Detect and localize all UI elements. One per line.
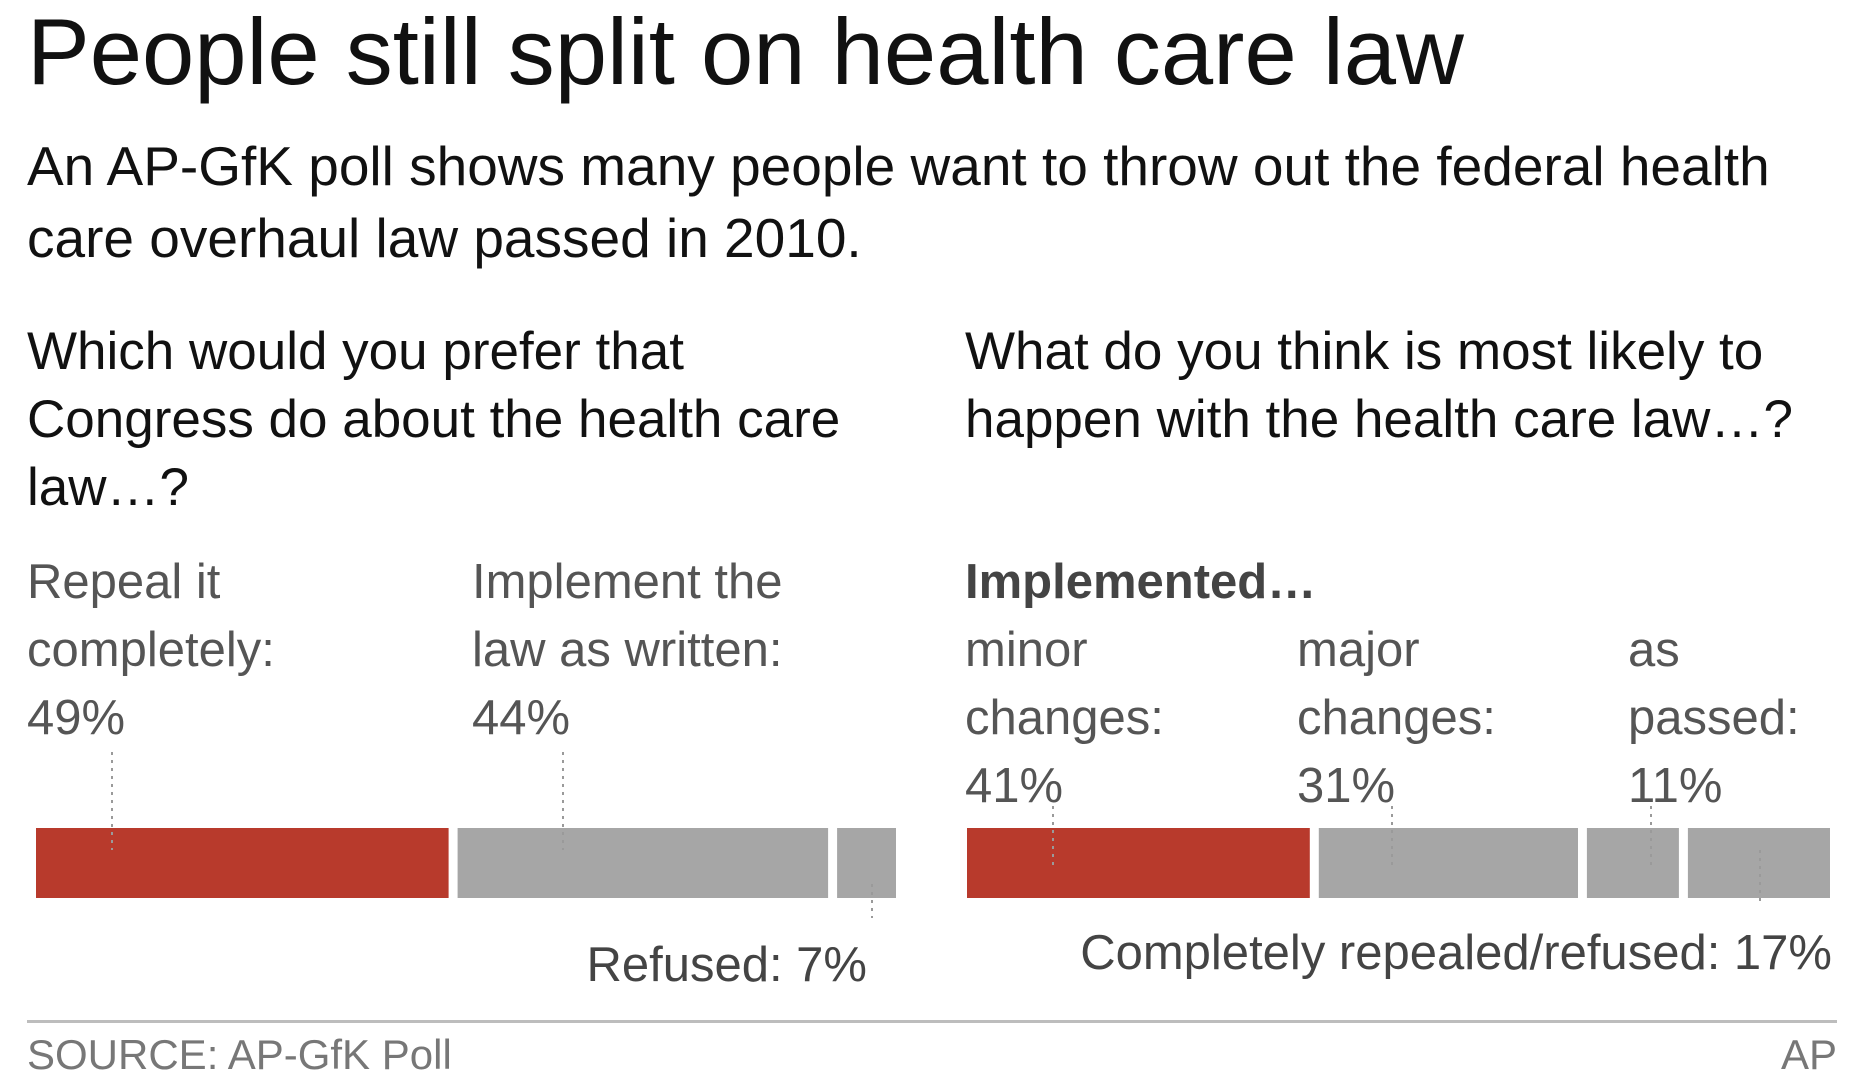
source-text: SOURCE: AP-GfK Poll (27, 1031, 452, 1078)
label-implement-as-written: Implement the law as written: 44% (472, 555, 783, 745)
question-likely-outcome: What do you think is most likely to happ… (965, 322, 1793, 449)
label-refused: Refused: 7% (586, 938, 867, 992)
bar-segment-repeal-it-completely (36, 828, 449, 898)
label-repealed-refused: Completely repealed/refused: 17% (1080, 926, 1832, 980)
bar-segment-completely-repealed-refused (1687, 828, 1830, 898)
question-congress-preference: Which would you prefer that Congress do … (27, 322, 841, 517)
bar-chart-canvas (36, 752, 1830, 918)
chart-title: People still split on health care law (27, 0, 1464, 104)
label-major-changes: major changes: 31% (1297, 623, 1496, 813)
credit-text: AP (1780, 1031, 1837, 1078)
bar-segment-as-passed (1586, 828, 1679, 898)
footer-rule (27, 1020, 1837, 1023)
chart-subtitle: An AP-GfK poll shows many people want to… (27, 135, 1770, 269)
label-repeal-completely: Repeal it completely: 49% (27, 555, 275, 745)
bar-segment-implement-the-law-as-written (457, 828, 829, 898)
label-minor-changes: minor changes: 41% (965, 623, 1164, 813)
label-implemented-group: Implemented… (965, 555, 1317, 609)
bar-segment-major-changes (1318, 828, 1578, 898)
label-as-passed: as passed: 11% (1628, 623, 1800, 813)
bar-segment-minor-changes (967, 828, 1310, 898)
bar-segment-refused (837, 828, 896, 898)
